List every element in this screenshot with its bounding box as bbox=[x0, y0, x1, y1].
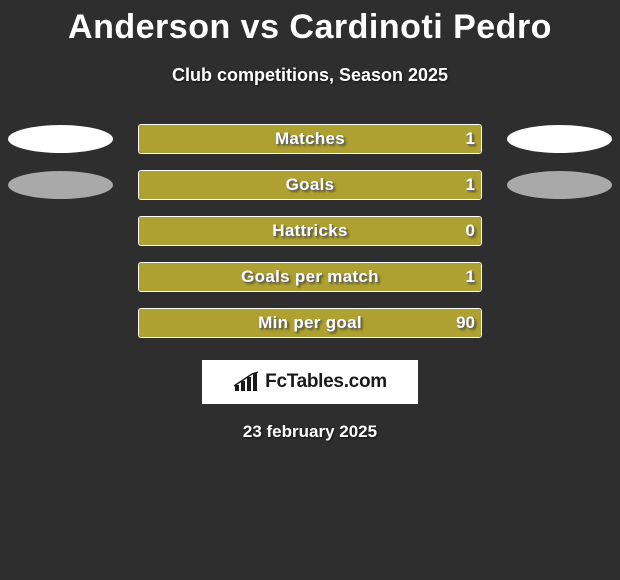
stat-row: Goals 1 bbox=[0, 170, 620, 200]
stat-label: Hattricks bbox=[139, 217, 481, 245]
stat-label: Matches bbox=[139, 125, 481, 153]
stat-value: 0 bbox=[466, 217, 475, 245]
brand-logo: FcTables.com bbox=[202, 360, 418, 404]
right-marker-ellipse bbox=[507, 171, 612, 199]
stats-list: Matches 1 Goals 1 Hattricks 0 bbox=[0, 124, 620, 338]
stat-bar: Min per goal 90 bbox=[138, 308, 482, 338]
stat-value: 1 bbox=[466, 263, 475, 291]
comparison-card: Anderson vs Cardinoti Pedro Club competi… bbox=[0, 0, 620, 580]
right-marker-ellipse bbox=[507, 125, 612, 153]
date-label: 23 february 2025 bbox=[0, 422, 620, 442]
stat-bar: Hattricks 0 bbox=[138, 216, 482, 246]
left-marker-ellipse bbox=[8, 125, 113, 153]
bar-chart-icon bbox=[233, 371, 259, 393]
stat-row: Matches 1 bbox=[0, 124, 620, 154]
stat-value: 90 bbox=[456, 309, 475, 337]
stat-bar: Goals 1 bbox=[138, 170, 482, 200]
stat-label: Min per goal bbox=[139, 309, 481, 337]
stat-value: 1 bbox=[466, 125, 475, 153]
stat-value: 1 bbox=[466, 171, 475, 199]
stat-row: Goals per match 1 bbox=[0, 262, 620, 292]
stat-bar: Matches 1 bbox=[138, 124, 482, 154]
brand-text: FcTables.com bbox=[265, 371, 387, 393]
page-title: Anderson vs Cardinoti Pedro bbox=[0, 0, 620, 47]
stat-label: Goals per match bbox=[139, 263, 481, 291]
left-marker-ellipse bbox=[8, 171, 113, 199]
stat-row: Hattricks 0 bbox=[0, 216, 620, 246]
subtitle: Club competitions, Season 2025 bbox=[0, 65, 620, 86]
stat-bar: Goals per match 1 bbox=[138, 262, 482, 292]
stat-row: Min per goal 90 bbox=[0, 308, 620, 338]
stat-label: Goals bbox=[139, 171, 481, 199]
